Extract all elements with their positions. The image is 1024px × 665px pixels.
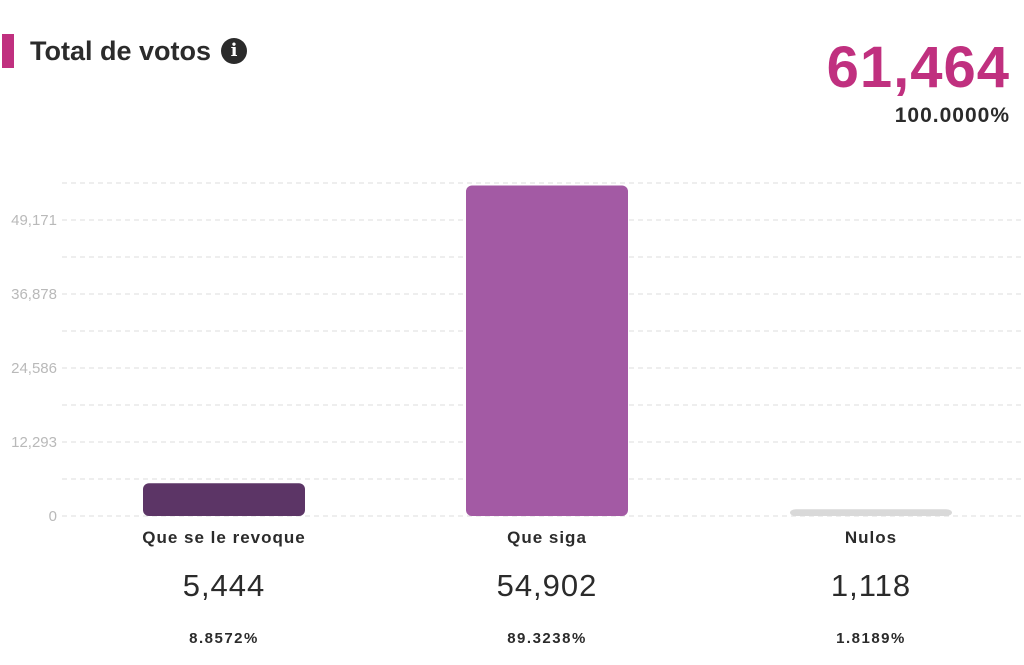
category-percent: 89.3238% <box>507 630 587 647</box>
y-tick-label: 49,171 <box>11 212 57 229</box>
category-value: 1,118 <box>831 568 911 603</box>
y-tick-label: 12,293 <box>11 434 57 451</box>
category-value: 5,444 <box>183 568 266 603</box>
info-icon[interactable]: i <box>221 38 248 64</box>
title-accent-bar <box>2 34 14 68</box>
bar-1 <box>143 483 305 516</box>
category-percent: 1.8189% <box>836 630 906 647</box>
y-tick-label: 36,878 <box>11 286 57 303</box>
page-title: Total de votos <box>30 36 212 66</box>
category-label: Nulos <box>845 528 897 547</box>
category-label: Que siga <box>507 528 587 547</box>
y-tick-label: 24,586 <box>11 360 57 377</box>
total-votes-percent: 100.0000% <box>894 104 1010 127</box>
category-percent: 8.8572% <box>189 630 259 647</box>
bar-3 <box>790 509 952 516</box>
total-votes-value: 61,464 <box>826 35 1010 100</box>
bar-2 <box>466 185 628 516</box>
chart-header: Total de votos i <box>30 34 248 68</box>
total-summary: 61,464 100.0000% <box>827 34 1010 128</box>
category-value: 54,902 <box>497 568 598 603</box>
category-label: Que se le revoque <box>142 528 305 547</box>
y-tick-label: 0 <box>49 508 57 525</box>
